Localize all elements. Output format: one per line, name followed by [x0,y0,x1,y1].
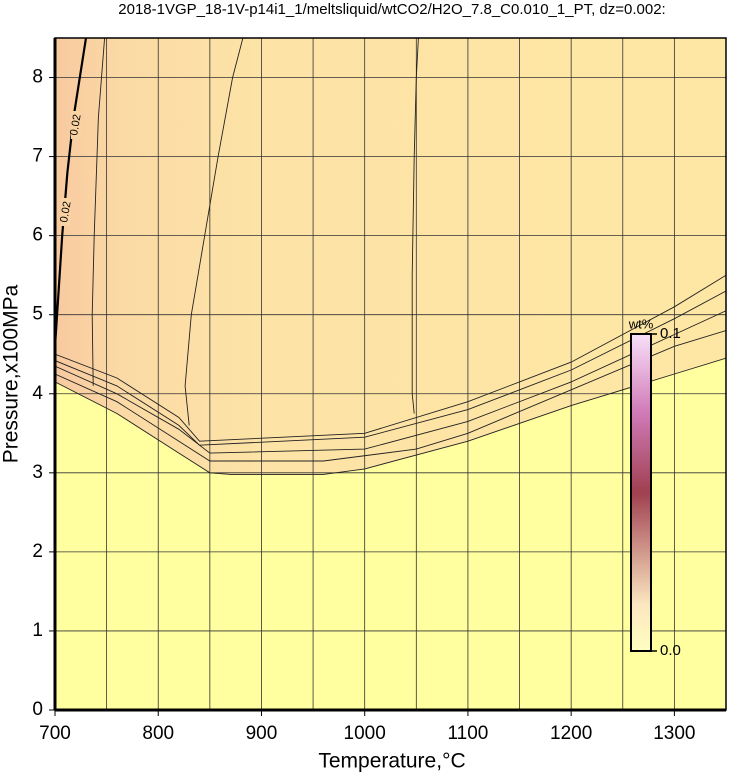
contour-label-bg [71,111,81,139]
contour-line [411,38,419,414]
contour-label: 0.02 [58,200,74,223]
y-tick-label: 0 [32,699,43,720]
y-tick-label: 3 [32,462,43,483]
plot-area: 0.02 0.02 [55,38,726,710]
contour-line-major [55,38,88,347]
contour-label-bg [61,198,71,226]
contour-line [91,38,106,386]
y-tick-label: 4 [32,383,43,404]
x-tick-label: 1300 [653,723,695,744]
x-tick-label: 900 [246,723,278,744]
y-tick-label: 1 [32,620,43,641]
colorbar-label: wt% [628,316,654,331]
contour-label: 0.02 [68,113,84,136]
x-tick-label: 800 [142,723,174,744]
x-axis-label: Temperature,°C [318,750,465,773]
y-tick-label: 7 [32,146,43,167]
x-tick-label: 1000 [344,723,386,744]
x-tick-label: 700 [39,723,71,744]
colorbar-tick-label: 0.1 [660,325,681,342]
x-tick-label: 1100 [447,723,488,744]
y-tick-label: 6 [32,225,43,246]
colorbar-tick-label: 0.0 [660,642,681,659]
contour-line [184,38,244,426]
contour-line [55,274,726,442]
chart-title: 2018-1VGP_18-1V-p14i1_1/meltsliquid/wtCO… [118,1,665,18]
y-axis-label: Pressure,x100MPa [0,284,23,463]
axes: 700 800 900 1000 1100 1200 1300 0 1 2 3 4 5 6 7 8 [32,37,727,744]
y-tick-label: 5 [32,304,43,325]
y-tick-label: 2 [32,541,43,562]
x-tick-label: 1200 [550,723,592,744]
contour-fill [55,38,726,475]
contour-line [55,357,726,475]
colorbar [630,333,652,652]
y-tick-label: 8 [32,67,43,88]
contour-line [55,330,726,462]
